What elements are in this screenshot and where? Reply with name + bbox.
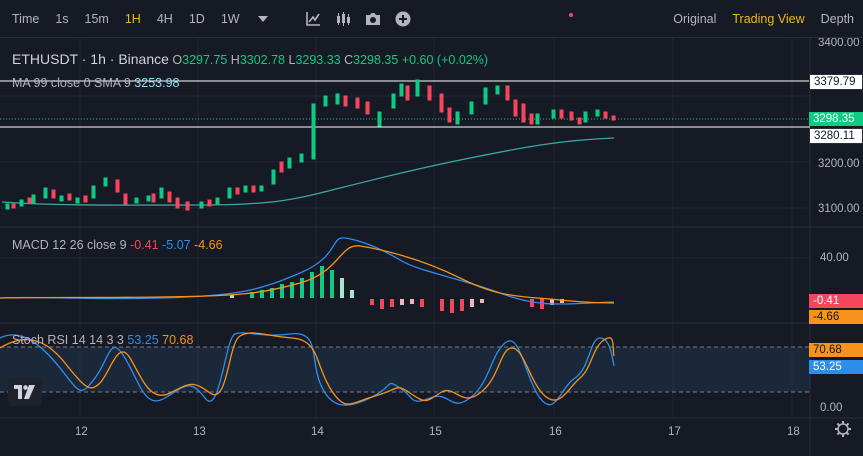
high-value: 3302.78 — [239, 53, 286, 67]
symbol-label: ETHUSDT · 1h · Binance — [12, 51, 169, 67]
price-axis-label: 3100.00 — [818, 203, 860, 215]
timeframe-15m[interactable]: 15m — [84, 11, 109, 26]
chart-type-icon[interactable] — [328, 11, 358, 27]
ma-legend: MA 99 close 0 SMA 9 3253.98 — [12, 76, 179, 90]
chevron-down-icon[interactable] — [248, 15, 278, 22]
chart-area[interactable]: 3400.00 3200.00 3100.00 40.00 0.00 12 13 1… — [0, 38, 863, 456]
top-toolbar: Time 1s 15m 1H 4H 1D 1W Original Trading… — [0, 0, 863, 38]
price-axis-label: 3200.00 — [818, 158, 860, 170]
close-value: 3298.35 — [353, 53, 399, 67]
indicators-icon[interactable] — [298, 11, 328, 27]
open-label: O — [172, 53, 183, 67]
timeframe-1h[interactable]: 1H — [124, 11, 141, 26]
price-axis-label: 3400.00 — [818, 38, 860, 49]
low-value: 3293.33 — [295, 53, 341, 67]
time-label[interactable]: Time — [12, 11, 40, 26]
add-icon[interactable] — [388, 11, 418, 27]
macd-tag: -0.41 — [809, 294, 863, 308]
svg-text:13: 13 — [193, 426, 206, 438]
svg-text:15: 15 — [429, 426, 442, 438]
macd-axis-label: 40.00 — [820, 252, 849, 264]
high-label: H — [230, 53, 240, 67]
ma-value: 3253.98 — [134, 76, 180, 90]
svg-text:16: 16 — [549, 426, 562, 438]
view-trading-view[interactable]: Trading View — [732, 12, 805, 26]
timeframe-1w[interactable]: 1W — [220, 11, 240, 26]
stoch-axis-label: 0.00 — [820, 402, 842, 414]
timeframe-4h[interactable]: 4H — [156, 11, 173, 26]
lower-line-tag: 3280.11 — [809, 128, 863, 144]
open-value: 3297.75 — [182, 53, 228, 67]
timeframe-1s[interactable]: 1s — [55, 11, 69, 26]
signal-tag: -4.66 — [809, 310, 863, 324]
candles — [5, 79, 616, 211]
view-depth[interactable]: Depth — [820, 12, 854, 26]
stoch-label: Stoch RSI 14 14 3 3 — [12, 333, 124, 347]
change-value: +0.60 (+0.02%) — [401, 53, 488, 67]
main-legend: ETHUSDT · 1h · Binance O3297.75 H3302.78… — [12, 51, 488, 67]
timeframe-1d[interactable]: 1D — [188, 11, 205, 26]
camera-icon[interactable] — [358, 12, 388, 26]
svg-text:17: 17 — [668, 426, 681, 438]
stoch-k: 53.25 — [127, 333, 159, 347]
macd-label: MACD 12 26 close 9 — [12, 238, 127, 252]
settings-gear-icon[interactable] — [835, 421, 851, 437]
stoch-legend: Stoch RSI 14 14 3 3 53.25 70.68 — [12, 333, 193, 347]
macd-v3: -4.66 — [194, 238, 223, 252]
svg-text:14: 14 — [311, 426, 324, 438]
stoch-k-tag: 53.25 — [809, 360, 863, 374]
tradingview-logo-icon[interactable] — [8, 378, 42, 406]
macd-histogram — [230, 266, 564, 313]
svg-text:12: 12 — [75, 426, 88, 438]
macd-legend: MACD 12 26 close 9 -0.41 -5.07 -4.66 — [12, 238, 223, 252]
view-original[interactable]: Original — [673, 12, 717, 26]
low-label: L — [288, 53, 296, 67]
macd-v1: -0.41 — [130, 238, 159, 252]
upper-line-tag: 3379.79 — [809, 74, 863, 90]
svg-text:18: 18 — [787, 426, 800, 438]
notification-dot — [569, 13, 573, 17]
stoch-d-tag: 70.68 — [809, 343, 863, 357]
stoch-d: 70.68 — [162, 333, 194, 347]
macd-v2: -5.07 — [162, 238, 191, 252]
close-label: C — [344, 53, 354, 67]
ma-label: MA 99 close 0 SMA 9 — [12, 76, 131, 90]
current-price-tag: 3298.35 — [809, 112, 863, 126]
